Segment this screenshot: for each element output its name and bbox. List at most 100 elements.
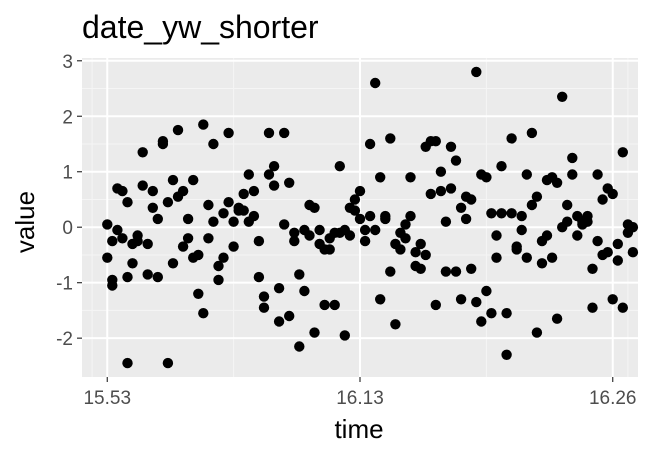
x-tick-label: 16.26 <box>589 388 637 409</box>
data-point <box>162 197 174 208</box>
data-point <box>284 177 295 188</box>
data-point <box>364 138 376 150</box>
x-axis-title: time <box>334 414 383 444</box>
data-point <box>304 230 315 241</box>
data-point <box>248 210 260 222</box>
data-point <box>152 271 163 283</box>
data-point <box>319 299 330 311</box>
data-point <box>122 357 133 369</box>
plot-panel <box>82 58 639 377</box>
data-point <box>167 258 179 269</box>
data-point <box>450 266 462 277</box>
data-point <box>481 285 492 297</box>
data-point <box>157 136 169 147</box>
data-point <box>142 238 153 250</box>
data-point <box>228 241 239 252</box>
data-point <box>430 299 441 311</box>
data-point <box>263 169 275 180</box>
data-point <box>430 136 441 147</box>
data-point <box>526 199 538 211</box>
data-point <box>602 247 613 258</box>
data-point <box>258 291 270 302</box>
major-gridlines <box>82 58 638 377</box>
data-point <box>294 269 305 280</box>
data-point <box>496 208 507 219</box>
data-point <box>344 230 356 241</box>
chart-title: date_yw_shorter <box>82 9 319 45</box>
data-point <box>380 213 391 225</box>
data-point <box>531 327 543 338</box>
data-point <box>627 247 639 258</box>
data-point <box>177 241 189 252</box>
y-tick-label: 3 <box>62 52 73 73</box>
data-point <box>273 283 285 294</box>
data-point <box>122 271 133 283</box>
data-point <box>177 185 189 197</box>
data-point <box>395 244 406 255</box>
data-point <box>562 199 573 211</box>
data-point <box>516 224 527 236</box>
data-point <box>188 174 199 186</box>
data-point <box>597 194 608 205</box>
data-point <box>117 233 128 244</box>
data-point <box>425 188 436 200</box>
data-point <box>440 266 452 277</box>
data-point <box>435 166 447 177</box>
data-point <box>324 244 335 255</box>
data-point <box>354 185 366 197</box>
data-point <box>476 316 487 327</box>
data-point <box>263 127 275 139</box>
data-point <box>208 216 219 227</box>
data-point <box>299 285 310 297</box>
data-point <box>562 216 573 227</box>
data-point <box>440 216 452 227</box>
data-point <box>420 249 431 261</box>
data-point <box>450 155 462 166</box>
data-point <box>526 127 538 139</box>
data-point <box>582 216 593 227</box>
data-point <box>612 238 623 250</box>
data-point <box>268 180 280 191</box>
data-point <box>486 208 497 219</box>
data-point <box>127 258 138 269</box>
data-point <box>455 202 467 213</box>
data-point <box>339 330 350 341</box>
data-point <box>607 294 618 305</box>
data-point <box>521 252 532 263</box>
data-point <box>506 208 517 219</box>
data-point <box>511 241 522 252</box>
data-point <box>557 91 568 103</box>
data-point <box>587 302 598 313</box>
data-point <box>567 152 578 164</box>
data-point <box>445 141 457 152</box>
data-points <box>102 66 639 369</box>
y-axis: 3 2 1 0 -1 -2 <box>56 52 82 350</box>
data-point <box>142 269 153 280</box>
data-point <box>501 308 512 319</box>
data-point <box>213 260 224 272</box>
data-point <box>238 188 249 200</box>
data-point <box>612 255 623 266</box>
data-point <box>137 147 148 158</box>
data-point <box>334 161 345 172</box>
data-point <box>208 138 219 150</box>
data-point <box>385 133 396 144</box>
data-point <box>385 266 396 277</box>
x-axis: 15.53 16.13 16.26 <box>83 377 637 409</box>
data-point <box>354 213 366 225</box>
data-point <box>501 349 512 360</box>
y-tick-label: 2 <box>62 107 73 128</box>
data-point <box>289 227 300 238</box>
data-point <box>617 302 628 313</box>
data-point <box>572 230 583 241</box>
data-point <box>147 185 158 197</box>
data-point <box>349 205 361 216</box>
data-point <box>400 219 411 230</box>
data-point <box>193 249 204 261</box>
data-point <box>516 210 527 222</box>
data-point <box>253 235 265 247</box>
data-point <box>228 216 239 227</box>
data-point <box>536 258 548 269</box>
data-point <box>137 180 148 191</box>
